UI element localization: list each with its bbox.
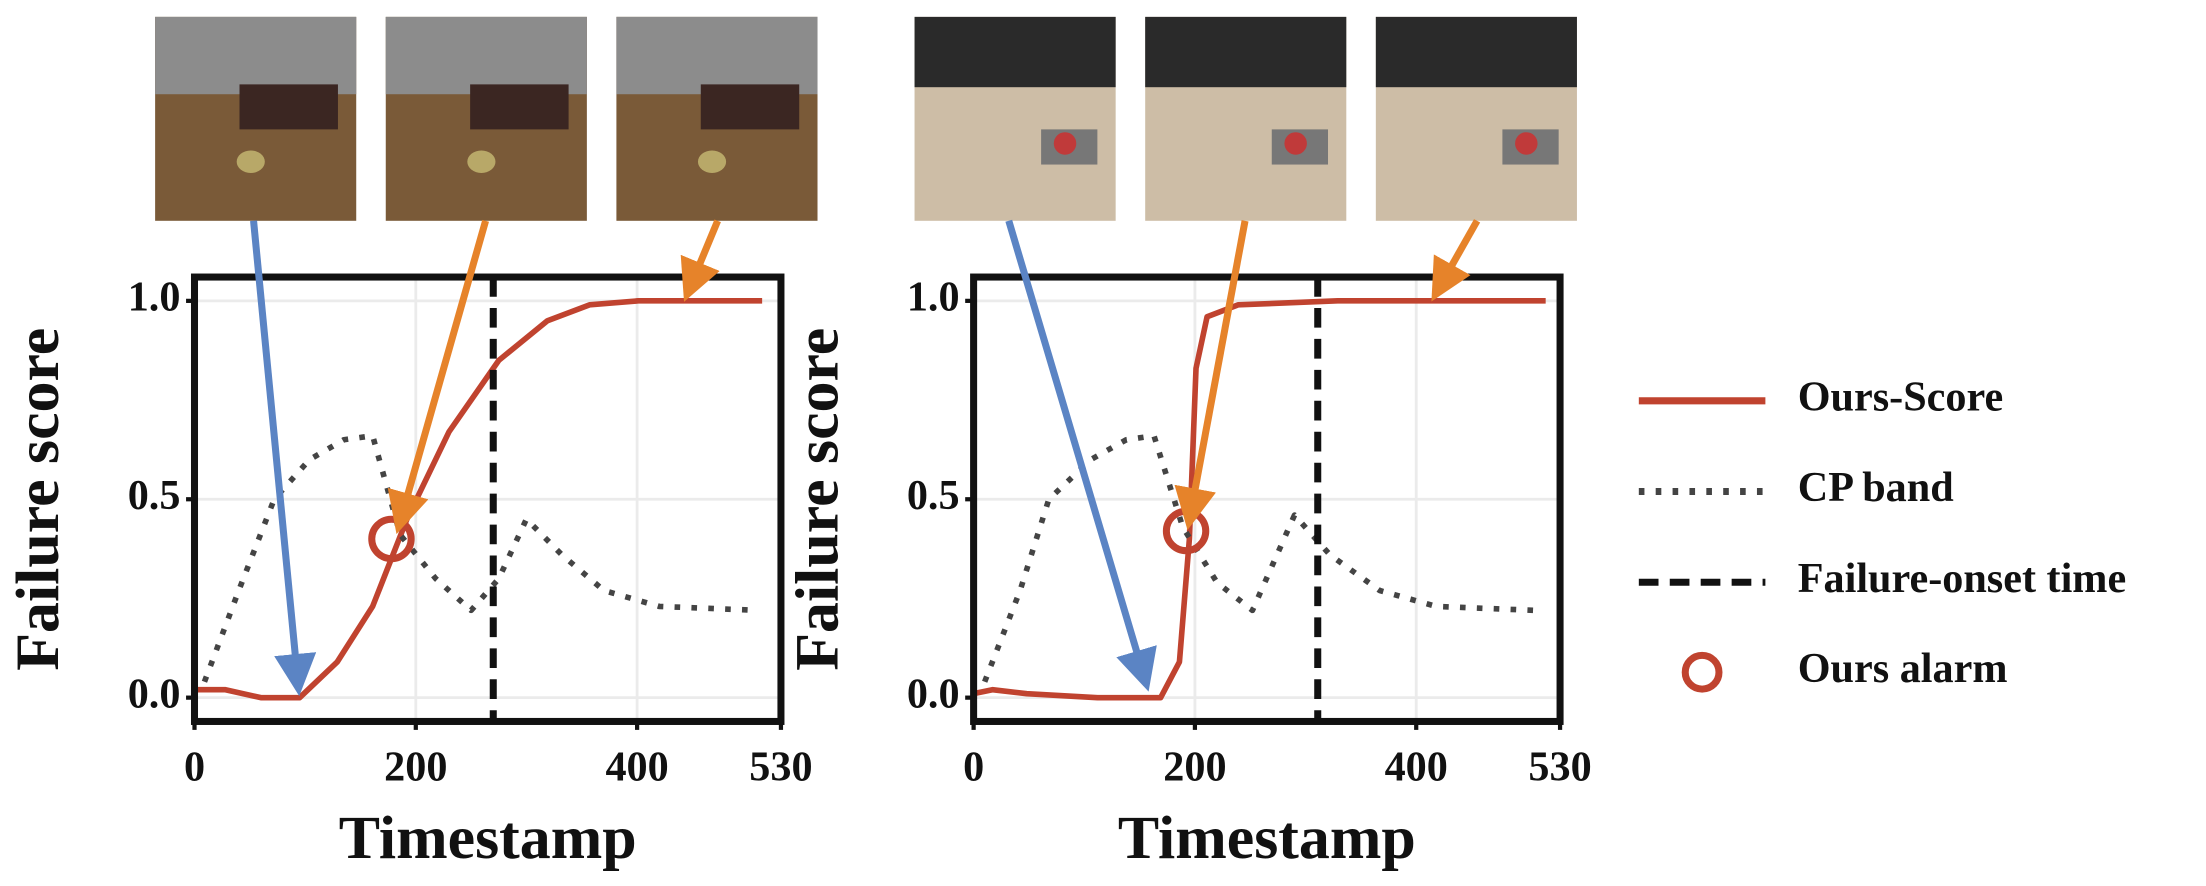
arrow	[1431, 219, 1481, 302]
legend-label: Ours alarm	[1798, 645, 2008, 692]
x-axis-label: Timestamp	[1118, 804, 1416, 872]
arrow	[387, 219, 489, 535]
x-tick-label: 200	[384, 743, 447, 790]
y-tick-label: 0.0	[907, 670, 960, 717]
series-line	[201, 432, 758, 683]
x-tick-label: 530	[1528, 743, 1591, 790]
scene-right-3	[1375, 16, 1577, 221]
y-tick-label: 0.5	[907, 472, 960, 519]
legend-swatch	[1681, 651, 1723, 693]
series-line	[973, 298, 1546, 701]
y-tick-label: 0.5	[128, 472, 181, 519]
x-tick-label: 400	[1385, 743, 1448, 790]
y-tick-label: 1.0	[907, 274, 960, 321]
arrow	[1174, 220, 1249, 531]
y-axis-label: Failure score	[783, 328, 851, 671]
legend: Ours-Score CP band Failure-onset time Ours …	[1638, 373, 2126, 693]
x-tick-label: 400	[605, 743, 668, 790]
plots: 0.0 0.5 1.0 0 200 400 530 Timestamp Failure scor…	[4, 273, 1592, 872]
scene-right-2	[1145, 16, 1347, 221]
plot-frame	[970, 273, 1564, 725]
chart: 0.0 0.5 1.0 0 200 400 530 Timestamp Failure scor…	[783, 273, 1592, 872]
chart: 0.0 0.5 1.0 0 200 400 530 Timestamp Failure scor…	[4, 273, 813, 872]
thumbnails	[155, 16, 1577, 221]
scene-right-1	[914, 16, 1116, 221]
y-axis-label: Failure score	[4, 328, 72, 671]
y-tick-label: 1.0	[128, 274, 181, 321]
plot-frame	[190, 273, 785, 725]
arrows	[250, 219, 1481, 697]
x-tick-label: 0	[184, 743, 205, 790]
scene-left-1	[155, 16, 357, 221]
x-tick-label: 200	[1163, 743, 1226, 790]
arrow	[1005, 219, 1157, 692]
x-tick-label: 0	[963, 743, 984, 790]
scene-left-3	[616, 16, 818, 221]
x-tick-label: 530	[749, 743, 812, 790]
y-tick-label: 0.0	[128, 670, 181, 717]
series-line	[982, 432, 1535, 683]
alarm-marker	[1162, 507, 1210, 555]
scene-left-2	[385, 16, 587, 221]
arrow	[680, 219, 721, 302]
legend-label: CP band	[1798, 464, 1954, 511]
arrow	[250, 220, 317, 697]
x-axis-label: Timestamp	[339, 804, 637, 872]
legend-label: Ours-Score	[1798, 373, 2003, 420]
legend-label: Failure-onset time	[1798, 555, 2126, 602]
